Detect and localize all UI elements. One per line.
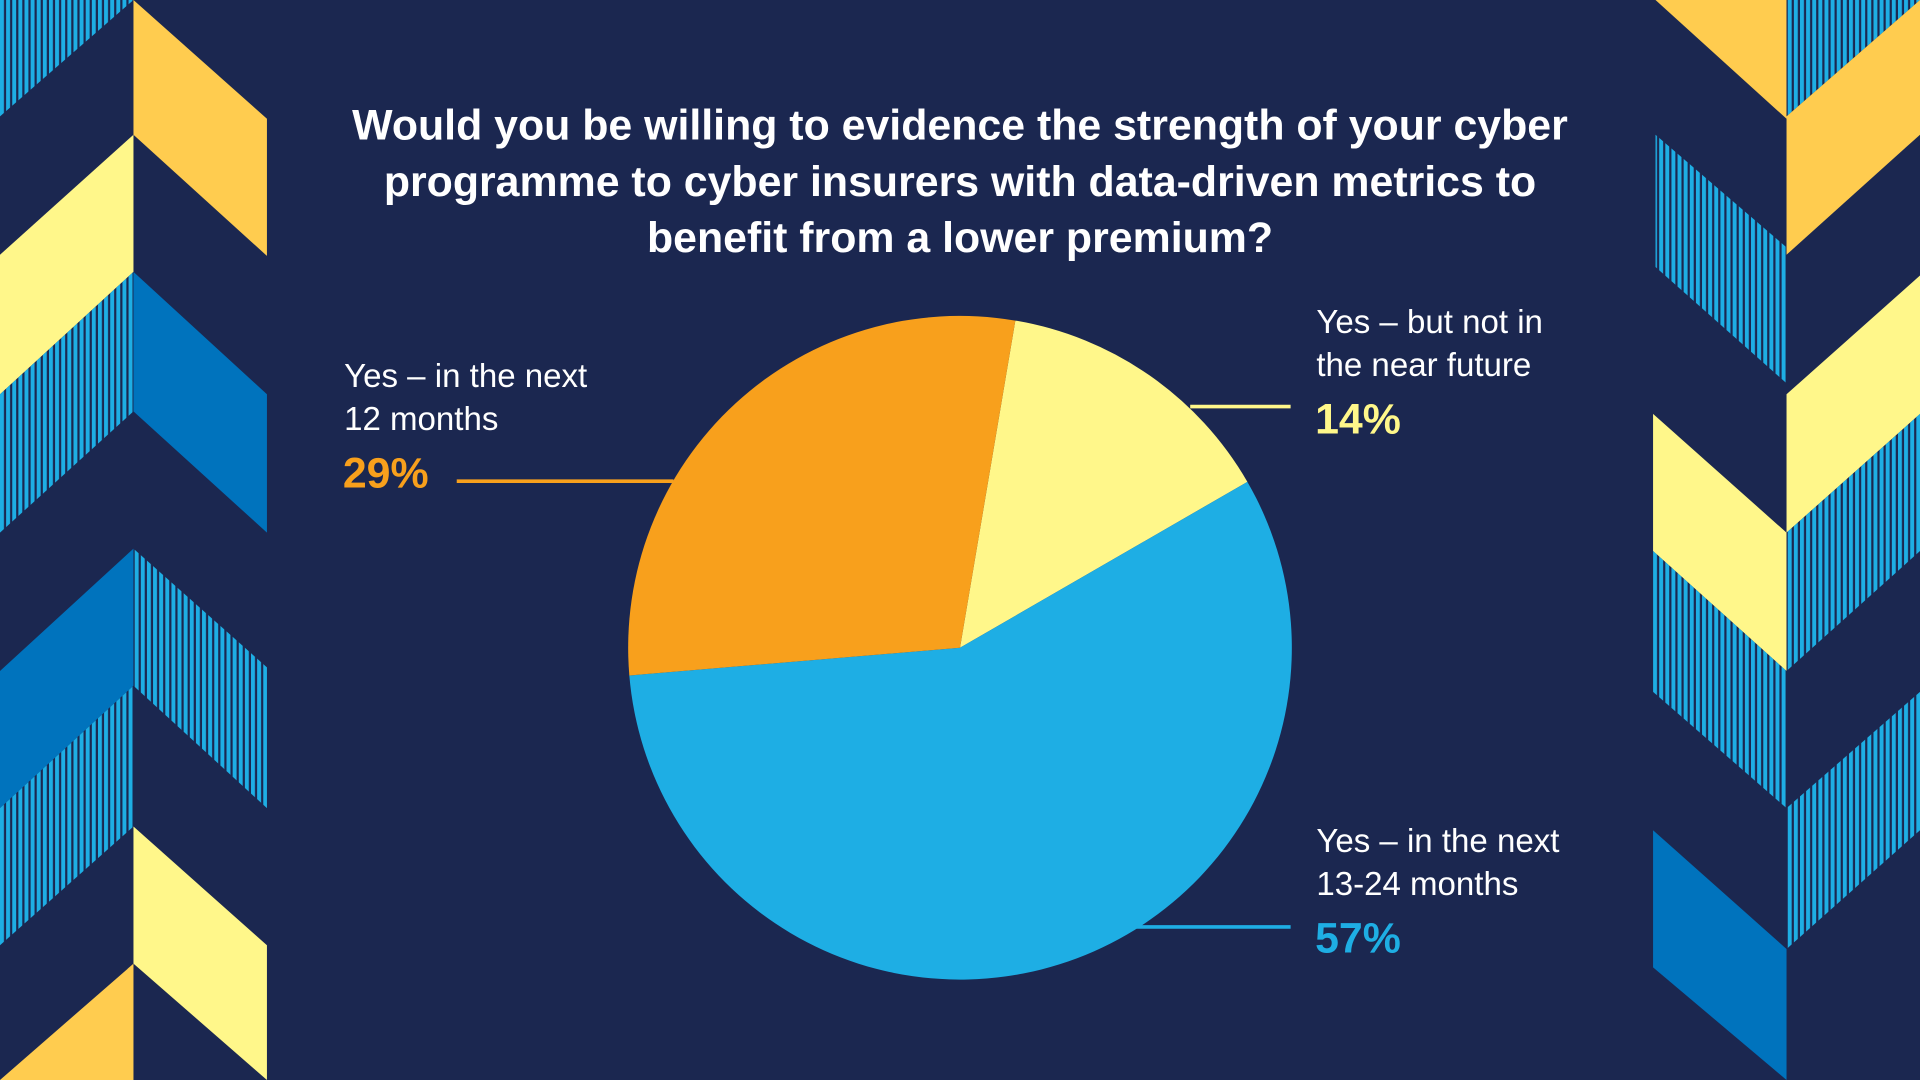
chart-title: Would you be willing to evidence the str… <box>352 102 1568 263</box>
slice-label-line: Yes – in the next <box>1316 823 1559 860</box>
title-line-1: Would you be willing to evidence the str… <box>352 102 1568 150</box>
slice-value-label: 57% <box>1315 915 1401 963</box>
pie-slice-0 <box>960 320 1248 648</box>
data-label-13-24-months: Yes – in the next 13-24 months 57% <box>1315 823 1559 962</box>
pie-slice-1 <box>629 481 1292 980</box>
slice-label-line: 12 months <box>344 401 498 438</box>
slice-label-line: Yes – in the next <box>344 358 587 395</box>
pie-slice-2 <box>628 315 1016 676</box>
data-label-12-months: Yes – in the next 12 months 29% <box>343 358 587 497</box>
pie-chart <box>628 315 1292 980</box>
slice-label-line: 13-24 months <box>1316 866 1518 903</box>
slice-label-line: the near future <box>1316 347 1531 384</box>
slice-value-label: 29% <box>343 449 429 497</box>
left-chevron-decoration <box>0 0 267 1080</box>
slice-label-line: Yes – but not in <box>1316 304 1543 341</box>
title-line-3: benefit from a lower premium? <box>647 214 1273 262</box>
slice-value-label: 14% <box>1315 395 1401 443</box>
data-label-not-near-future: Yes – but not in the near future 14% <box>1315 304 1543 443</box>
right-chevron-decoration <box>1653 0 1920 1080</box>
title-line-2: programme to cyber insurers with data-dr… <box>384 158 1536 206</box>
